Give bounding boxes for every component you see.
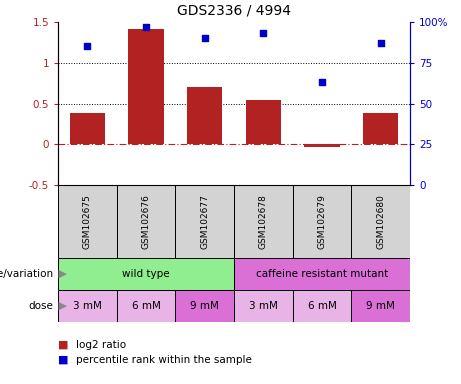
Bar [117, 185, 175, 258]
Text: ■: ■ [58, 355, 69, 365]
Bar [175, 185, 234, 258]
Bar [246, 100, 281, 144]
Text: dose: dose [28, 301, 53, 311]
Text: percentile rank within the sample: percentile rank within the sample [77, 355, 252, 365]
Text: 6 mM: 6 mM [131, 301, 160, 311]
Text: caffeine resistant mutant: caffeine resistant mutant [256, 269, 388, 279]
Point [377, 40, 384, 46]
Bar [129, 28, 164, 144]
Text: GSM102679: GSM102679 [318, 194, 326, 249]
Text: ▶: ▶ [55, 301, 67, 311]
Bar [70, 113, 105, 144]
Text: GSM102676: GSM102676 [142, 194, 150, 249]
Point [318, 79, 325, 85]
Text: ■: ■ [58, 340, 69, 350]
Bar [117, 290, 175, 322]
Text: 3 mM: 3 mM [249, 301, 278, 311]
Text: GSM102677: GSM102677 [200, 194, 209, 249]
Bar [363, 113, 398, 144]
Bar [234, 258, 410, 290]
Text: GSM102675: GSM102675 [83, 194, 92, 249]
Text: ▶: ▶ [55, 269, 67, 279]
Bar [234, 185, 293, 258]
Text: GSM102678: GSM102678 [259, 194, 268, 249]
Bar [175, 290, 234, 322]
Bar [234, 290, 293, 322]
Text: 3 mM: 3 mM [73, 301, 102, 311]
Point [260, 30, 267, 36]
Text: GDS2336 / 4994: GDS2336 / 4994 [177, 4, 291, 18]
Bar [58, 290, 117, 322]
Bar [58, 185, 117, 258]
Bar [293, 185, 351, 258]
Bar [351, 185, 410, 258]
Bar [304, 144, 340, 147]
Bar [351, 290, 410, 322]
Point [201, 35, 208, 41]
Text: 9 mM: 9 mM [190, 301, 219, 311]
Point [142, 24, 150, 30]
Bar [187, 87, 222, 144]
Text: log2 ratio: log2 ratio [77, 340, 127, 350]
Text: 6 mM: 6 mM [307, 301, 337, 311]
Text: 9 mM: 9 mM [366, 301, 395, 311]
Text: wild type: wild type [122, 269, 170, 279]
Bar [58, 258, 234, 290]
Bar [293, 290, 351, 322]
Text: genotype/variation: genotype/variation [0, 269, 53, 279]
Point [83, 43, 91, 50]
Text: GSM102680: GSM102680 [376, 194, 385, 249]
